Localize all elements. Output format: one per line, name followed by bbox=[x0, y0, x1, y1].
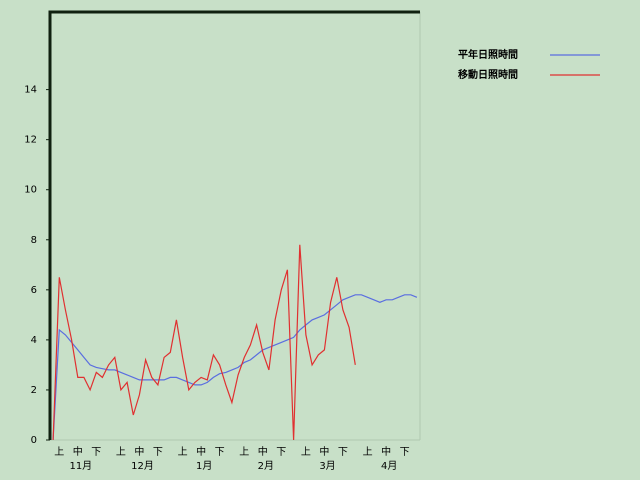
x-tick-label: 下 bbox=[400, 447, 410, 458]
y-tick-label: 4 bbox=[31, 335, 37, 346]
month-label: 2月 bbox=[258, 460, 274, 472]
legend-label: 移動日照時間 bbox=[458, 68, 518, 81]
month-label: 12月 bbox=[131, 460, 154, 472]
x-tick-label: 中 bbox=[258, 445, 268, 458]
y-tick-label: 14 bbox=[24, 85, 37, 96]
x-tick-label: 下 bbox=[215, 447, 225, 458]
month-label: 4月 bbox=[381, 460, 397, 472]
x-tick-label: 中 bbox=[134, 445, 144, 458]
month-label: 1月 bbox=[196, 460, 212, 472]
x-tick-label: 下 bbox=[91, 447, 101, 458]
y-tick-label: 6 bbox=[31, 285, 37, 296]
x-tick-label: 上 bbox=[116, 446, 126, 458]
series-line bbox=[52, 294, 418, 441]
y-tick-label: 0 bbox=[31, 435, 37, 446]
month-label: 11月 bbox=[69, 460, 92, 472]
y-tick-label: 2 bbox=[31, 385, 37, 396]
x-tick-label: 上 bbox=[363, 446, 373, 458]
legend-label: 平年日照時間 bbox=[458, 48, 518, 61]
series-line bbox=[52, 244, 356, 441]
x-tick-label: 中 bbox=[73, 445, 83, 458]
x-tick-label: 中 bbox=[381, 445, 391, 458]
x-tick-label: 上 bbox=[178, 446, 188, 458]
month-label: 3月 bbox=[319, 460, 335, 472]
y-tick-label: 12 bbox=[24, 135, 37, 146]
y-tick-label: 8 bbox=[31, 235, 37, 246]
x-tick-label: 上 bbox=[301, 446, 311, 458]
x-tick-label: 下 bbox=[276, 447, 286, 458]
x-tick-label: 下 bbox=[338, 447, 348, 458]
x-tick-label: 中 bbox=[319, 445, 329, 458]
x-tick-label: 上 bbox=[239, 446, 249, 458]
x-tick-label: 下 bbox=[153, 447, 163, 458]
x-tick-label: 上 bbox=[54, 446, 64, 458]
x-tick-label: 中 bbox=[196, 445, 206, 458]
y-tick-label: 10 bbox=[24, 185, 37, 196]
